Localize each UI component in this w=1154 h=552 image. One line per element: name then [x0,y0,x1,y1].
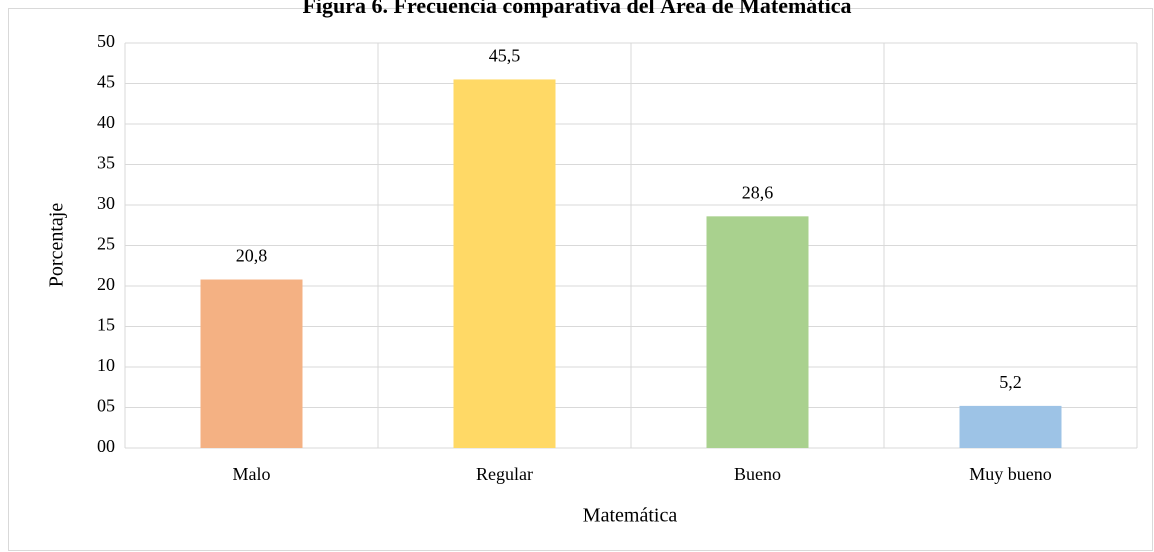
value-label: 5,2 [999,372,1022,392]
y-tick-label: 30 [97,193,115,213]
y-tick-label: 05 [97,396,115,416]
value-label: 45,5 [489,46,521,66]
y-tick-label: 15 [97,315,115,335]
x-tick-label: Muy bueno [969,464,1052,484]
x-tick-label: Regular [476,464,533,484]
chart-frame [8,8,1153,551]
y-tick-label: 45 [97,72,115,92]
y-tick-label: 50 [97,31,115,51]
y-tick-label: 00 [97,436,115,456]
bar [453,79,556,448]
bar [959,405,1062,448]
value-label: 20,8 [236,246,268,266]
x-tick-label: Bueno [734,464,781,484]
y-axis-title: Porcentaje [46,203,68,288]
y-tick-label: 10 [97,355,115,375]
x-tick-label: Malo [233,464,271,484]
y-tick-label: 35 [97,153,115,173]
value-label: 28,6 [742,182,774,202]
y-tick-label: 25 [97,234,115,254]
y-tick-label: 40 [97,112,115,132]
chart-title: Figura 6. Frecuencia comparativa del Áre… [302,0,851,18]
bar [200,279,303,448]
x-axis-title: Matemática [583,505,678,527]
bar [706,216,809,448]
y-tick-label: 20 [97,274,115,294]
